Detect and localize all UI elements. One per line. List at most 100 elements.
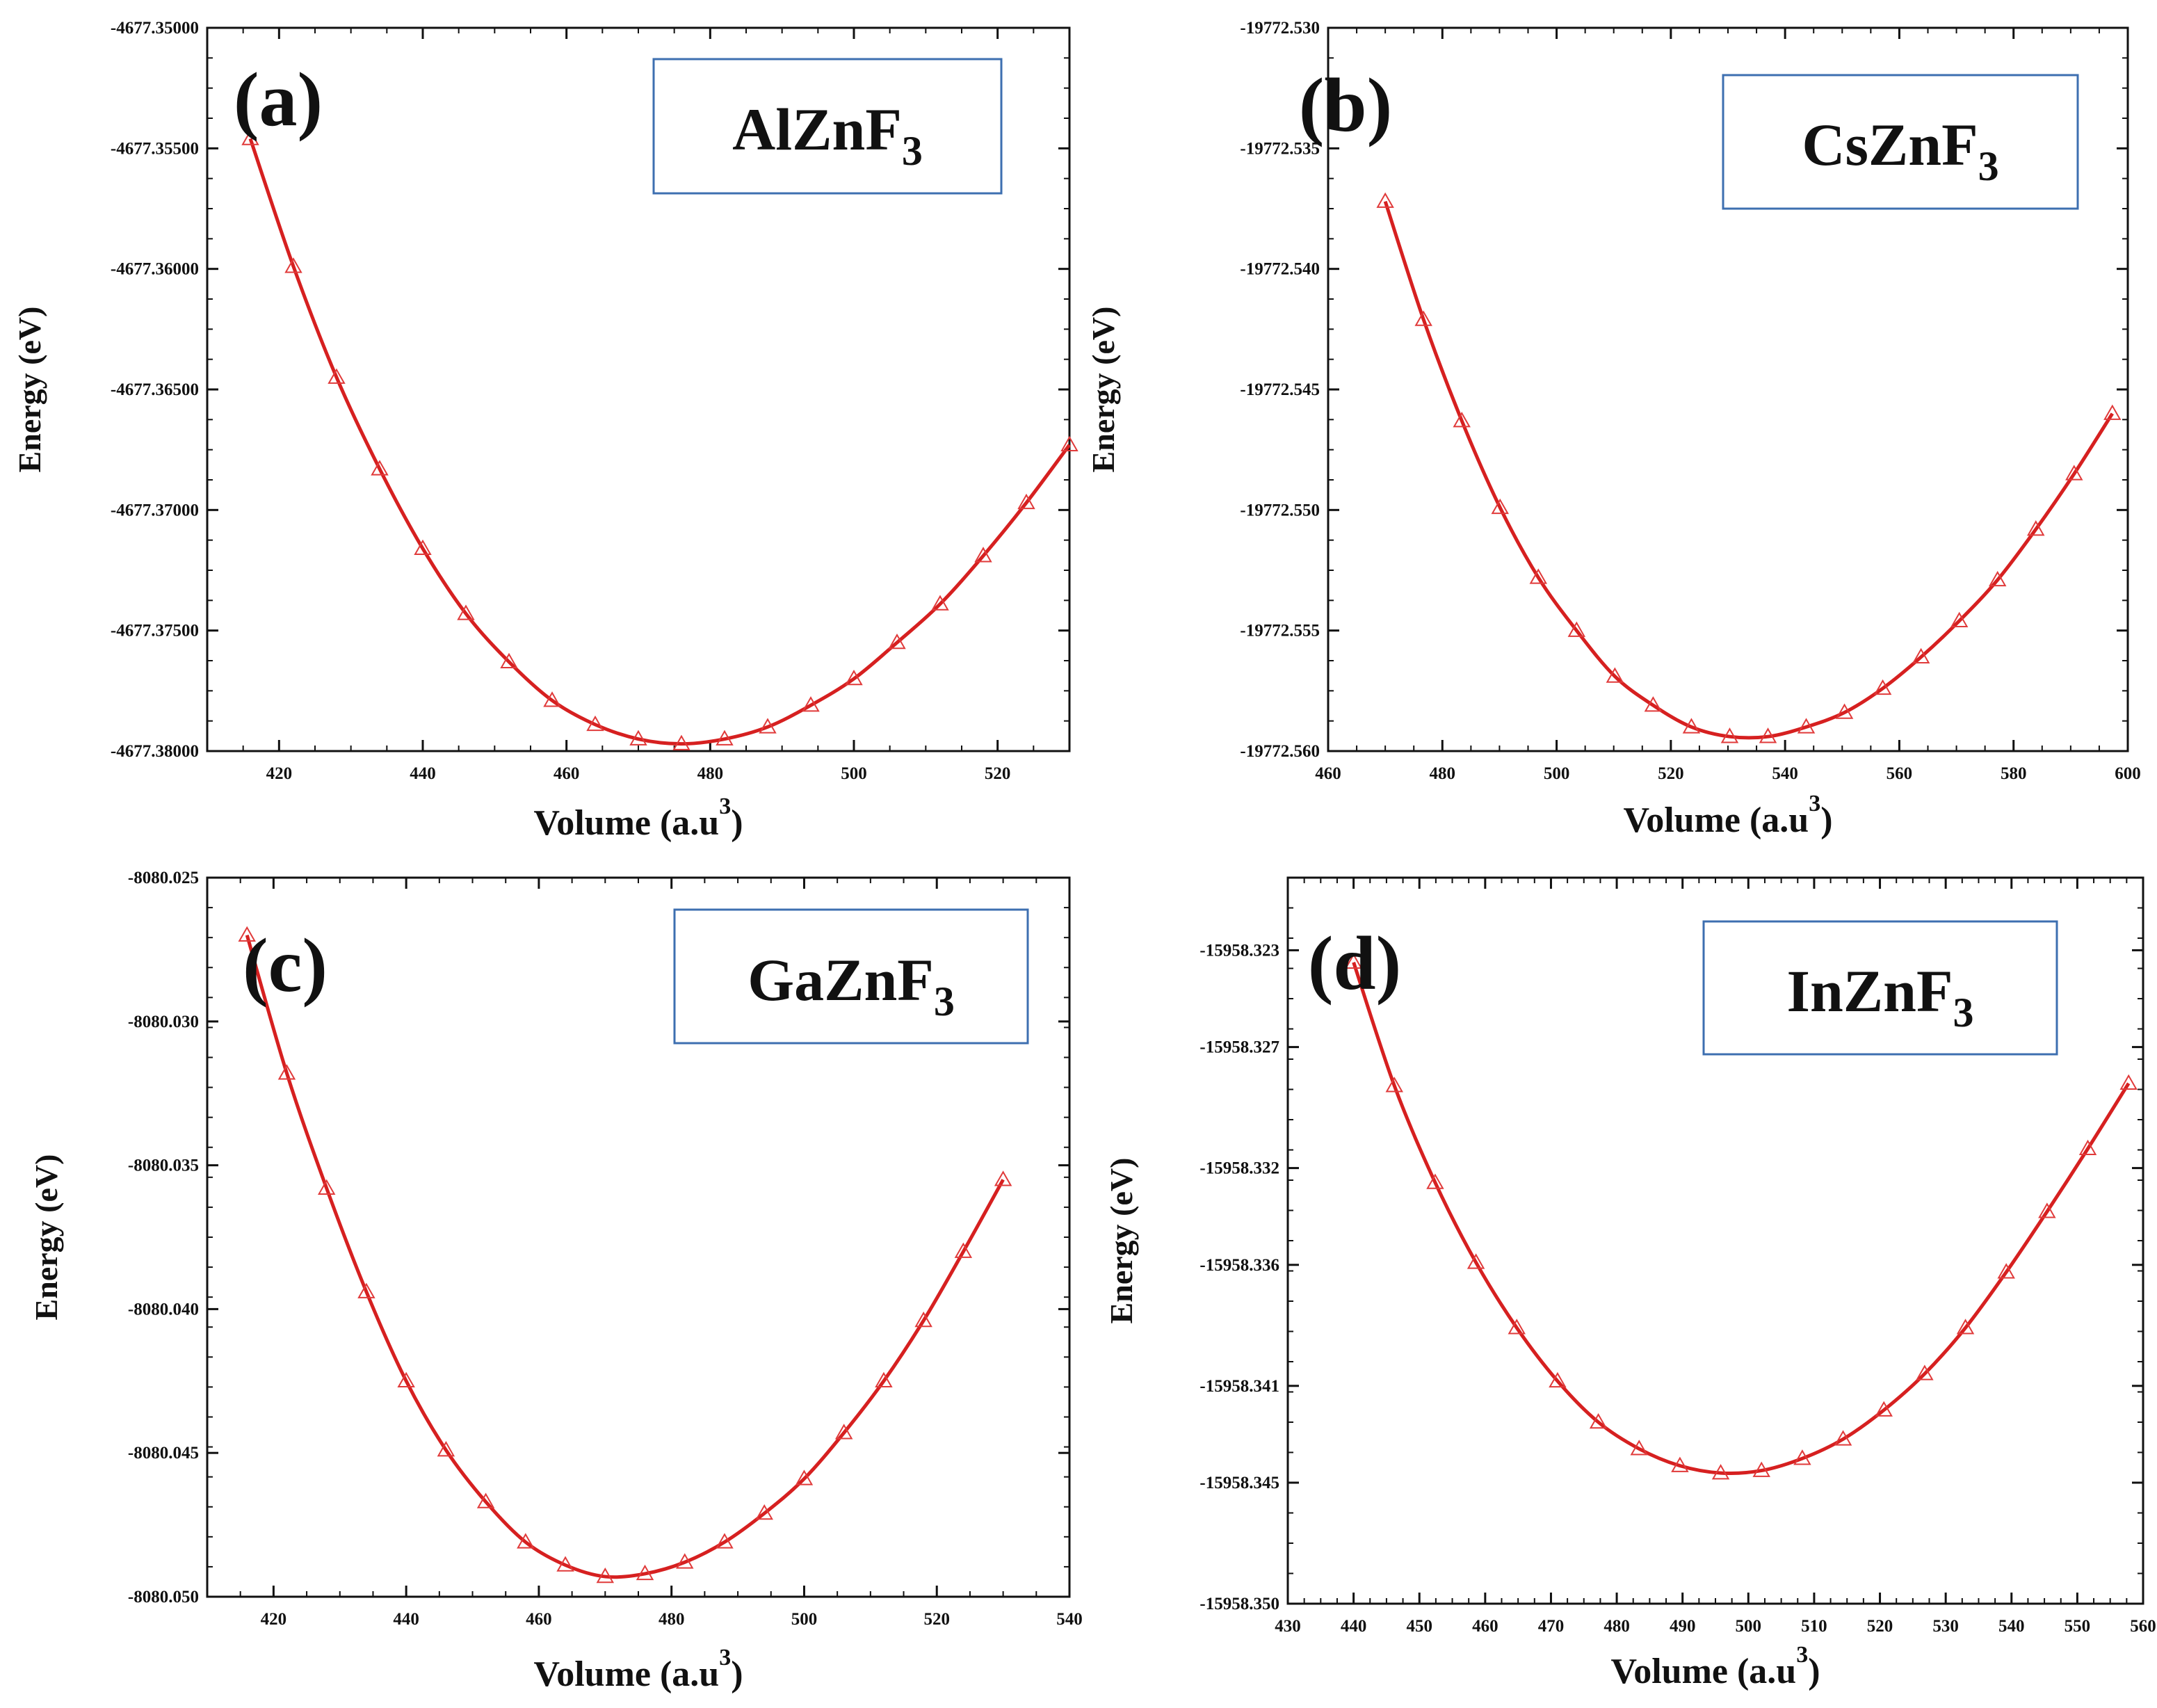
y-axis-label: Energy (eV) xyxy=(1104,1158,1139,1324)
y-tick-label: -4677.36500 xyxy=(111,380,199,399)
x-axis-label-close: ) xyxy=(1820,800,1832,840)
y-tick-label: -8080.040 xyxy=(128,1300,199,1319)
y-axis-label: Energy (eV) xyxy=(29,1154,64,1321)
y-tick-label: -15958.350 xyxy=(1199,1595,1279,1613)
data-point-marker xyxy=(716,1533,734,1549)
data-point-marker xyxy=(1916,1364,1934,1380)
data-point-marker xyxy=(1956,1319,1975,1335)
panel-d: 430 440 450 460 470 480 490 500 510 520 530 540 550 5… xyxy=(1104,876,2156,1691)
data-point-marker xyxy=(1950,611,1969,628)
x-axis-label: Volume (a.u3) xyxy=(533,793,743,843)
data-point-marker xyxy=(1426,1173,1444,1189)
y-tick-label: -19772.530 xyxy=(1240,19,1320,38)
y-tick-label: -8080.035 xyxy=(128,1157,199,1175)
x-tick-label: 520 xyxy=(923,1610,950,1629)
y-tick-label: -15958.345 xyxy=(1199,1474,1279,1492)
panel-letter: (c) xyxy=(243,923,328,1008)
data-point-marker xyxy=(1453,412,1471,428)
y-tick-label: -8080.030 xyxy=(128,1013,199,1031)
y-tick-label: -15958.341 xyxy=(1199,1377,1279,1396)
data-point-marker xyxy=(437,1441,455,1457)
data-point-marker xyxy=(2078,1139,2097,1156)
compound-subscript: 3 xyxy=(1978,143,1999,189)
x-tick-label: 520 xyxy=(1867,1617,1893,1636)
x-axis-label-superscript: 3 xyxy=(719,1645,731,1670)
data-point-marker xyxy=(2065,465,2083,481)
y-tick-label: -8080.025 xyxy=(128,869,199,887)
compound-label-box xyxy=(1702,920,2058,1056)
panel-letter: (a) xyxy=(234,57,323,142)
panel-b: 460 480 500 520 540 560 580 600 -19772.530 -19772… xyxy=(1085,19,2141,840)
data-point-marker xyxy=(1491,498,1509,515)
data-point-marker xyxy=(875,1371,893,1388)
data-point-marker xyxy=(1606,667,1624,683)
data-point-marker xyxy=(1508,1319,1526,1335)
data-point-marker xyxy=(1017,493,1035,510)
y-tick-label: -4677.37000 xyxy=(111,501,199,519)
data-point-marker xyxy=(994,1170,1012,1186)
compound-label-box xyxy=(652,58,1003,195)
compound-subscript: 3 xyxy=(902,128,923,174)
x-tick-label: 500 xyxy=(841,764,867,783)
data-point-marker xyxy=(1912,647,1930,664)
data-point-marker xyxy=(2027,520,2045,536)
compound-label-box xyxy=(673,908,1029,1045)
data-point-marker xyxy=(636,1564,654,1581)
compound-name: AlZnF xyxy=(732,96,902,163)
data-point-marker xyxy=(759,718,777,734)
data-point-marker xyxy=(1376,192,1394,208)
x-tick-label: 520 xyxy=(1658,764,1684,783)
data-point-marker xyxy=(629,730,647,746)
y-axis-label: Energy (eV) xyxy=(12,307,47,473)
compound-label: GaZnF3 xyxy=(748,946,955,1024)
x-tick-label: 560 xyxy=(2130,1617,2156,1636)
data-point-marker xyxy=(1834,1430,1852,1446)
data-point-marker xyxy=(328,368,346,384)
panel-c: 420 440 460 480 500 520 540 -8080.025 -8080.030 -… xyxy=(29,869,1083,1694)
x-tick-label: 600 xyxy=(2115,764,2141,783)
data-point-marker xyxy=(914,1311,932,1328)
y-tick-label: -19772.545 xyxy=(1240,380,1320,399)
x-tick-label: 500 xyxy=(791,1610,818,1629)
data-point-marker xyxy=(1793,1449,1811,1465)
data-point-marker xyxy=(834,1424,853,1440)
data-point-marker xyxy=(755,1504,773,1520)
data-point-marker xyxy=(1414,310,1432,326)
x-tick-label: 420 xyxy=(266,764,293,783)
series-line-InZnF3 xyxy=(1352,962,2131,1476)
data-point-marker xyxy=(1759,727,1777,743)
data-point-marker xyxy=(1589,1412,1608,1429)
data-point-marker xyxy=(672,734,690,750)
data-point-marker xyxy=(1711,1464,1730,1480)
data-point-marker xyxy=(716,730,734,746)
y-axis-label: Energy (eV) xyxy=(1085,307,1121,473)
x-tick-label: 490 xyxy=(1670,1617,1696,1636)
x-tick-label: 440 xyxy=(393,1610,419,1629)
x-tick-label: 430 xyxy=(1275,1617,1301,1636)
y-tick-label: -8080.050 xyxy=(128,1588,199,1606)
x-axis-label: Volume (a.u3) xyxy=(1623,791,1832,840)
data-point-marker xyxy=(277,1064,296,1080)
y-tick-label: -19772.560 xyxy=(1240,742,1320,761)
x-axis-label-close: ) xyxy=(731,1654,743,1694)
x-axis-label-text: Volume (a.u xyxy=(1610,1652,1796,1691)
data-point-marker xyxy=(1529,568,1548,584)
y-tick-label: -4677.38000 xyxy=(111,742,199,761)
x-tick-label: 460 xyxy=(1472,1617,1498,1636)
data-point-marker xyxy=(2119,1074,2138,1090)
x-tick-label: 480 xyxy=(697,764,724,783)
data-point-marker xyxy=(1835,703,1854,719)
x-tick-label: 500 xyxy=(1736,1617,1762,1636)
data-point-marker xyxy=(1875,1401,1893,1417)
y-tick-label: -15958.327 xyxy=(1199,1038,1279,1057)
data-point-marker xyxy=(284,257,302,273)
y-tick-label: -19772.555 xyxy=(1240,622,1320,640)
data-point-marker xyxy=(1997,1263,2015,1279)
data-point-marker xyxy=(238,926,256,942)
x-axis-label-text: Volume (a.u xyxy=(533,803,719,843)
y-tick-label: -4677.36000 xyxy=(111,260,199,279)
series-line-CsZnF3 xyxy=(1383,200,2114,740)
x-axis-label-text: Volume (a.u xyxy=(533,1654,719,1694)
data-point-marker xyxy=(954,1242,973,1258)
